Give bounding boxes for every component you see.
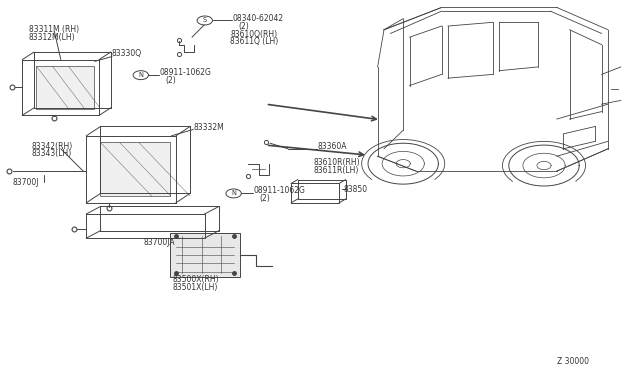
Text: 08911-1062G: 08911-1062G: [159, 68, 211, 77]
Text: 08911-1062G: 08911-1062G: [253, 186, 305, 195]
Text: 83332M: 83332M: [193, 123, 224, 132]
Text: (2): (2): [260, 194, 271, 203]
Text: 83700JA: 83700JA: [144, 238, 175, 247]
Text: 83610R(RH): 83610R(RH): [314, 158, 360, 167]
Text: (2): (2): [165, 76, 176, 85]
Text: N: N: [231, 190, 236, 196]
Text: 83610Q(RH): 83610Q(RH): [230, 30, 278, 39]
Bar: [170, 232, 240, 277]
Text: 83700J: 83700J: [13, 178, 39, 187]
Text: 83611Q (LH): 83611Q (LH): [230, 37, 278, 46]
Text: 83312M(LH): 83312M(LH): [29, 33, 76, 42]
Text: 08340-62042: 08340-62042: [232, 14, 284, 23]
Text: 83360A: 83360A: [317, 142, 347, 151]
Text: 83501X(LH): 83501X(LH): [173, 283, 218, 292]
Bar: [36, 66, 94, 109]
Text: 83611R(LH): 83611R(LH): [314, 166, 359, 175]
Text: 83500X(RH): 83500X(RH): [173, 275, 220, 284]
Text: (2): (2): [238, 22, 249, 31]
Text: S: S: [203, 17, 207, 23]
Text: N: N: [138, 72, 143, 78]
Text: 83311M (RH): 83311M (RH): [29, 25, 79, 34]
Text: 83342(RH): 83342(RH): [32, 142, 73, 151]
Text: 83330Q: 83330Q: [112, 49, 142, 58]
Text: 83850: 83850: [343, 185, 367, 194]
Text: Z 30000: Z 30000: [557, 357, 589, 366]
Bar: [100, 142, 170, 196]
Text: 83343(LH): 83343(LH): [32, 149, 72, 158]
